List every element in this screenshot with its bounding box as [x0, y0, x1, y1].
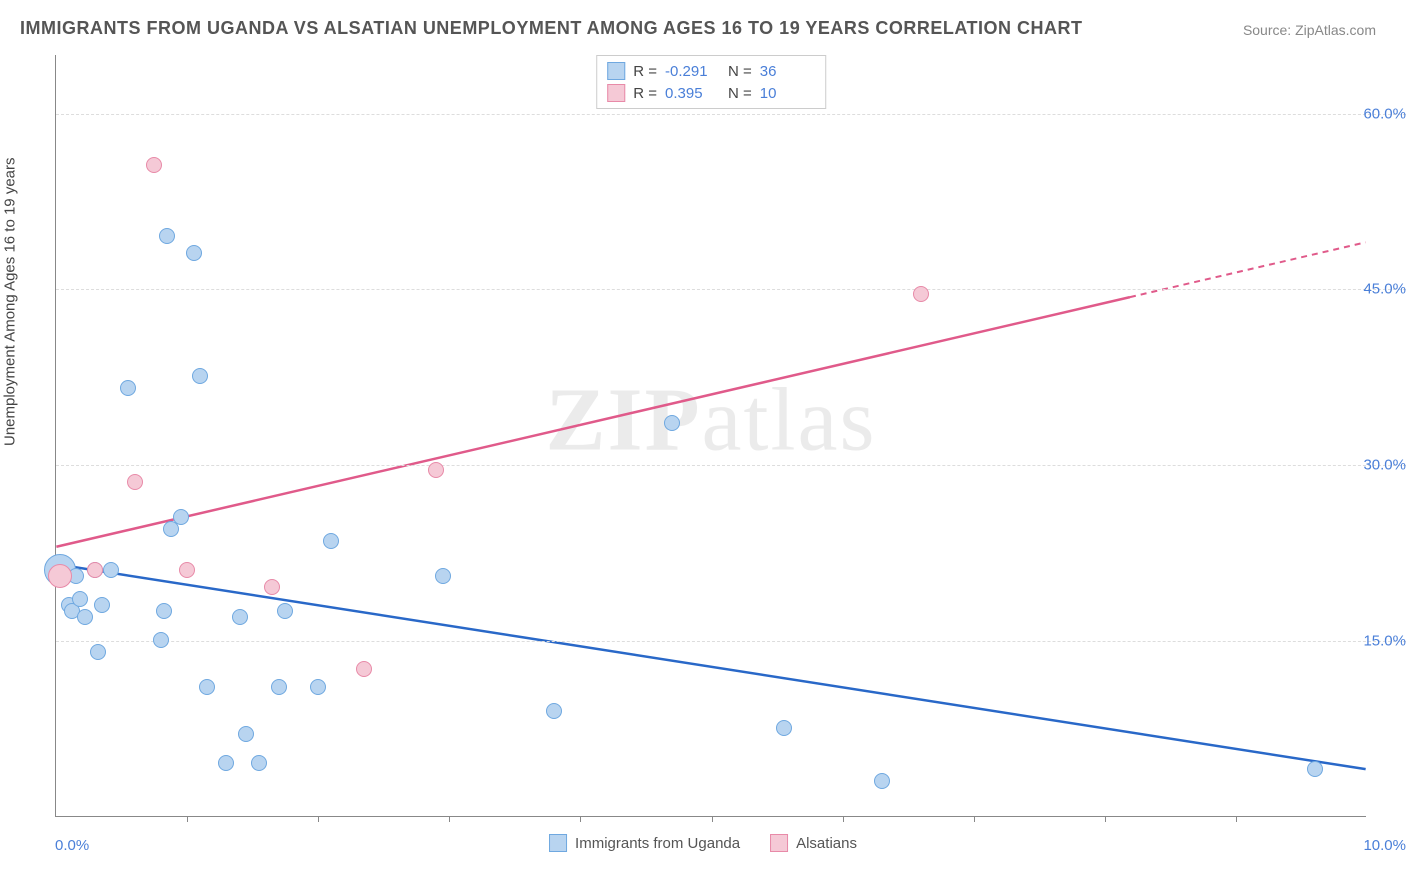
x-tick — [580, 816, 581, 822]
gridline — [56, 641, 1406, 642]
legend-stat-row: R = -0.291 N = 36 — [607, 60, 815, 82]
data-point — [127, 474, 143, 490]
x-tick — [449, 816, 450, 822]
data-point — [251, 755, 267, 771]
n-value: 10 — [760, 85, 815, 102]
data-point — [264, 579, 280, 595]
legend-swatch — [607, 62, 625, 80]
legend-label: Immigrants from Uganda — [575, 835, 740, 852]
x-tick — [843, 816, 844, 822]
data-point — [90, 644, 106, 660]
data-point — [120, 380, 136, 396]
gridline — [56, 465, 1406, 466]
data-point — [103, 562, 119, 578]
data-point — [94, 597, 110, 613]
data-point — [435, 568, 451, 584]
data-point — [776, 720, 792, 736]
data-point — [186, 245, 202, 261]
legend-label: Alsatians — [796, 835, 857, 852]
data-point — [1307, 761, 1323, 777]
n-value: 36 — [760, 63, 815, 80]
data-point — [77, 609, 93, 625]
y-tick-label: 30.0% — [1351, 457, 1406, 474]
legend-series: Immigrants from Uganda Alsatians — [549, 834, 857, 852]
trend-line — [56, 564, 1365, 769]
data-point — [199, 679, 215, 695]
data-point — [72, 591, 88, 607]
data-point — [153, 632, 169, 648]
r-value: -0.291 — [665, 63, 720, 80]
x-tick — [712, 816, 713, 822]
plot-area: ZIPatlas R =-0.291N =36R =0.395N =10 15.… — [55, 55, 1366, 817]
legend-swatch — [549, 834, 567, 852]
legend-swatch — [770, 834, 788, 852]
y-tick-label: 15.0% — [1351, 633, 1406, 650]
chart-title: IMMIGRANTS FROM UGANDA VS ALSATIAN UNEMP… — [20, 18, 1083, 39]
legend-stat-row: R = 0.395 N = 10 — [607, 82, 815, 104]
x-axis-min-label: 0.0% — [55, 837, 89, 854]
y-tick-label: 60.0% — [1351, 105, 1406, 122]
legend-stats: R = -0.291 N = 36 R = 0.395 N = 10 — [596, 55, 826, 109]
data-point — [232, 609, 248, 625]
legend-swatch — [607, 84, 625, 102]
r-label: R = — [633, 63, 657, 80]
x-axis-max-label: 10.0% — [1363, 837, 1406, 854]
trend-line — [56, 297, 1130, 547]
x-tick — [1105, 816, 1106, 822]
legend-item: Immigrants from Uganda — [549, 834, 740, 852]
data-point — [218, 755, 234, 771]
trend-lines — [56, 55, 1366, 816]
legend-item: Alsatians — [770, 834, 857, 852]
data-point — [159, 228, 175, 244]
source-attribution: Source: ZipAtlas.com — [1243, 22, 1376, 38]
r-label: R = — [633, 85, 657, 102]
gridline — [56, 114, 1406, 115]
x-tick — [318, 816, 319, 822]
correlation-chart: IMMIGRANTS FROM UGANDA VS ALSATIAN UNEMP… — [0, 0, 1406, 892]
data-point — [173, 509, 189, 525]
r-value: 0.395 — [665, 85, 720, 102]
n-label: N = — [728, 63, 752, 80]
data-point — [356, 661, 372, 677]
data-point — [271, 679, 287, 695]
data-point — [156, 603, 172, 619]
gridline — [56, 289, 1406, 290]
x-tick — [1236, 816, 1237, 822]
data-point — [546, 703, 562, 719]
data-point — [310, 679, 326, 695]
data-point — [146, 157, 162, 173]
data-point — [277, 603, 293, 619]
data-point — [87, 562, 103, 578]
data-point — [913, 286, 929, 302]
data-point — [323, 533, 339, 549]
x-tick — [974, 816, 975, 822]
data-point — [428, 462, 444, 478]
y-tick-label: 45.0% — [1351, 281, 1406, 298]
x-tick — [187, 816, 188, 822]
n-label: N = — [728, 85, 752, 102]
data-point — [664, 415, 680, 431]
data-point — [874, 773, 890, 789]
data-point — [192, 368, 208, 384]
y-axis-title: Unemployment Among Ages 16 to 19 years — [2, 157, 19, 446]
data-point — [238, 726, 254, 742]
data-point — [179, 562, 195, 578]
data-point — [48, 564, 72, 588]
